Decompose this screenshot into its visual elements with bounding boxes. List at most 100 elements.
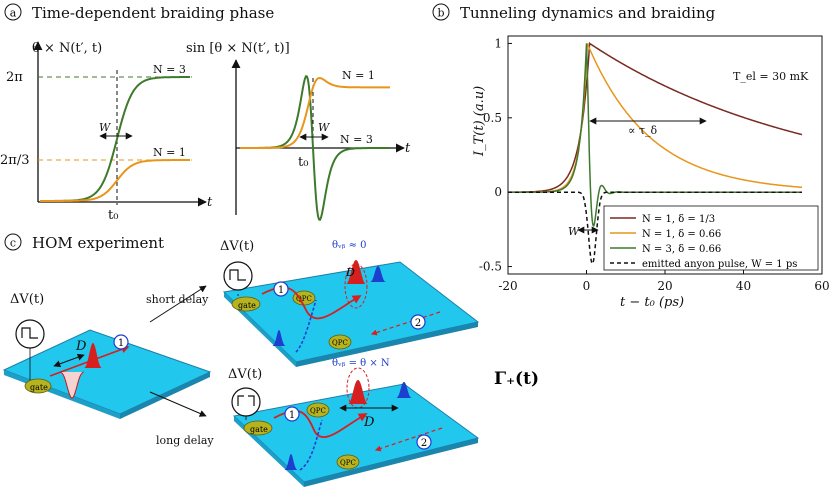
chart-xlabel: t − t₀ (ps) xyxy=(620,295,684,310)
qpc-short-lower xyxy=(328,334,352,350)
long-delay-label: long delay xyxy=(156,434,214,447)
edge-long-blue xyxy=(299,419,323,471)
sample-left-side2 xyxy=(120,372,210,419)
x-tick-label: 20 xyxy=(657,279,672,293)
pulse-long-blue xyxy=(396,382,412,398)
series-line-0 xyxy=(507,41,803,193)
panel-a-title: Time-dependent braiding phase xyxy=(32,4,274,22)
panel-c-letter: c xyxy=(10,237,16,250)
panel-b-letter: b xyxy=(437,7,444,20)
qpc-short-lower-label: QPC xyxy=(332,339,348,347)
pulse-long-blue-low xyxy=(284,454,298,470)
legend-label-2: N = 3, δ = 0.66 xyxy=(642,244,721,255)
y-tick-label: 0 xyxy=(494,185,502,199)
gate-left-label: gate xyxy=(30,383,48,392)
right-x-label: t xyxy=(405,141,411,156)
right-curve-N1 xyxy=(240,76,390,149)
edge-short-return xyxy=(370,311,441,336)
d-label-long: D xyxy=(363,415,375,430)
overlap-circle-long xyxy=(346,367,370,409)
chart-legend: N = 1, δ = 1/3 N = 1, δ = 0.66 N = 3, δ = … xyxy=(603,205,819,271)
arrow-long-delay xyxy=(149,391,207,417)
y-tick-label: -0.5 xyxy=(479,260,502,274)
panel-a-letter: a xyxy=(10,7,17,20)
gate-left xyxy=(24,378,52,394)
port-1-long xyxy=(284,406,300,422)
theta-long: θᵥᵦ = θ × N xyxy=(332,358,390,369)
left-label-N1: N = 1 xyxy=(153,146,186,159)
pulse-left-peak xyxy=(84,343,102,368)
chart-ticks: -20 0 20 40 60 -0.5 0 0.5 1 xyxy=(479,36,830,293)
right-label-N1: N = 1 xyxy=(342,69,375,82)
port-2-long-label: 2 xyxy=(421,438,427,449)
panel-c: c HOM experiment gate D 1 ΔV(t) short de… xyxy=(2,233,539,487)
source-short-pulse-icon xyxy=(229,269,246,281)
d-label-left: D xyxy=(75,339,87,354)
panel-a-left-plot: θ × N(t′, t) t 2π 2π/3 t₀ N = 3 N = 1 W xyxy=(0,41,213,223)
gate-short-label: gate xyxy=(238,301,256,310)
port-1-left xyxy=(113,334,129,350)
left-width-label: W xyxy=(99,121,112,134)
source-long-pulse-icon xyxy=(237,395,255,406)
short-delay-label: short delay xyxy=(146,293,209,306)
left-label-N3: N = 3 xyxy=(153,63,186,76)
series-line-1 xyxy=(508,43,802,193)
panel-b-letter-circle xyxy=(432,3,450,21)
sample-long-side2 xyxy=(304,438,478,487)
sample-short: gate QPC QPC 1 2 D θᵥᵦ ≈ 0 ΔV(t) xyxy=(220,239,480,367)
left-t0-label: t₀ xyxy=(108,208,118,223)
deltav-long: ΔV(t) xyxy=(228,367,262,382)
arrow-short-delay xyxy=(149,285,207,323)
port-2-long xyxy=(416,434,432,450)
qpc-long-lower-label: QPC xyxy=(340,459,356,467)
pulse-long-red xyxy=(348,380,368,404)
left-tick-2pi3: 2π/3 xyxy=(0,153,29,168)
panel-a-letter-circle xyxy=(4,3,22,21)
source-long xyxy=(231,387,261,417)
pulse-left-dip xyxy=(59,371,85,399)
legend-label-3: emitted anyon pulse, W = 1 ps xyxy=(642,259,797,270)
y-tick-label: 1 xyxy=(494,36,502,50)
panel-c-letter-circle xyxy=(4,233,22,251)
edge-short-blue xyxy=(295,299,317,353)
panel-b-title: Tunneling dynamics and braiding xyxy=(460,4,716,22)
sample-long: gate QPC QPC D 1 2 θᵥᵦ = θ × N ΔV(t) xyxy=(228,358,480,487)
right-t0-label: t₀ xyxy=(298,155,308,170)
legend-label-1: N = 1, δ = 0.66 xyxy=(642,229,721,240)
x-tick-label: 60 xyxy=(814,279,829,293)
gate-long-label: gate xyxy=(250,425,268,434)
d-label-short: D xyxy=(345,266,355,279)
theta-short: θᵥᵦ ≈ 0 xyxy=(332,240,366,251)
qpc-long-upper-label: QPC xyxy=(310,407,326,415)
port-2-short xyxy=(410,314,426,330)
left-curve-N1 xyxy=(40,159,190,202)
panel-c-title: HOM experiment xyxy=(32,234,164,252)
deltav-left: ΔV(t) xyxy=(10,292,44,307)
right-label-N3: N = 3 xyxy=(340,133,373,146)
port-1-short xyxy=(273,281,289,297)
edge-long-return xyxy=(374,427,443,452)
legend-label-0: N = 1, δ = 1/3 xyxy=(642,214,715,225)
overlap-circle-short xyxy=(344,263,368,309)
x-tick-label: 0 xyxy=(583,279,591,293)
gamma-label: Γ₊(t) xyxy=(494,369,539,389)
right-width-label: W xyxy=(318,121,331,134)
chart-tau-label: ∝ τ_δ xyxy=(628,124,658,137)
chart-temperature: T_el = 30 mK xyxy=(733,70,809,83)
panel-a: a Time-dependent braiding phase θ × N(t′… xyxy=(0,3,411,223)
source-left-pulse-icon xyxy=(21,327,38,339)
pulse-short-red xyxy=(346,260,366,284)
pulse-short-blue xyxy=(370,266,386,282)
port-1-short-label: 1 xyxy=(278,285,284,296)
left-x-label: t xyxy=(207,195,213,210)
gate-long xyxy=(243,420,273,436)
chart-ylabel: I_T(t) (a.u) xyxy=(472,86,487,157)
qpc-long-upper xyxy=(306,402,330,418)
left-tick-2pi: 2π xyxy=(6,70,23,85)
deltav-short: ΔV(t) xyxy=(220,239,254,254)
x-tick-label: 40 xyxy=(736,279,751,293)
series-line-3 xyxy=(508,191,802,265)
left-y-label: θ × N(t′, t) xyxy=(32,41,102,56)
right-y-label: sin [θ × N(t′, t)] xyxy=(186,41,290,56)
